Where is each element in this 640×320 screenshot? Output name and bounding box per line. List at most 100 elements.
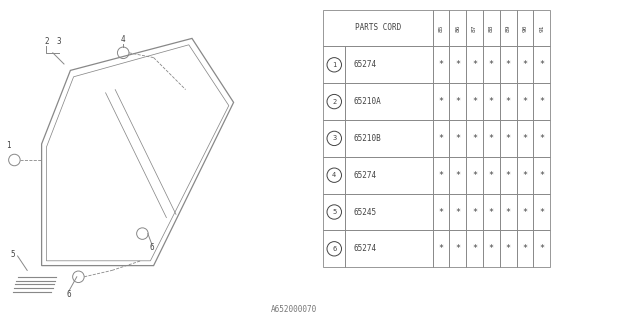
Bar (533, 230, 550, 267)
Bar (466, 46, 483, 83)
Text: 65274: 65274 (353, 60, 376, 69)
Text: *: * (455, 171, 460, 180)
Bar (433, 46, 449, 83)
Text: 65210A: 65210A (353, 97, 381, 106)
Bar (323, 46, 345, 83)
Bar (483, 120, 500, 157)
Bar (500, 83, 516, 120)
Text: *: * (489, 171, 494, 180)
Bar (449, 230, 466, 267)
Bar (483, 157, 500, 194)
Bar (483, 46, 500, 83)
Text: 2: 2 (332, 99, 337, 105)
Text: 1: 1 (6, 141, 10, 150)
Text: 3: 3 (57, 37, 61, 46)
Bar (516, 46, 533, 83)
Bar (533, 46, 550, 83)
Text: *: * (489, 207, 494, 217)
Text: *: * (540, 171, 544, 180)
Bar (483, 194, 500, 230)
Bar (500, 10, 516, 46)
Text: *: * (455, 60, 460, 69)
Text: 88: 88 (489, 24, 494, 32)
Bar (345, 46, 433, 83)
Bar (449, 157, 466, 194)
Text: 91: 91 (540, 24, 544, 32)
Text: 2: 2 (44, 37, 49, 46)
Bar (533, 157, 550, 194)
Bar (433, 120, 449, 157)
Bar (516, 194, 533, 230)
Bar (483, 83, 500, 120)
Text: *: * (472, 207, 477, 217)
Text: *: * (540, 60, 544, 69)
Text: A652000070: A652000070 (271, 305, 317, 314)
Bar (449, 120, 466, 157)
Bar (516, 10, 533, 46)
Text: *: * (455, 97, 460, 106)
Bar (323, 10, 433, 46)
Text: *: * (522, 171, 527, 180)
Bar (466, 83, 483, 120)
Text: 3: 3 (332, 135, 337, 141)
Text: 5: 5 (332, 209, 337, 215)
Text: 89: 89 (506, 24, 511, 32)
Bar (345, 120, 433, 157)
Text: *: * (438, 97, 444, 106)
Text: *: * (438, 60, 444, 69)
Text: 65274: 65274 (353, 244, 376, 253)
Bar (533, 120, 550, 157)
Bar (533, 194, 550, 230)
Text: 6: 6 (332, 246, 337, 252)
Text: *: * (540, 97, 544, 106)
Text: 5: 5 (10, 250, 15, 259)
Text: *: * (438, 244, 444, 253)
Text: *: * (438, 134, 444, 143)
Text: 85: 85 (438, 24, 444, 32)
Bar (533, 10, 550, 46)
Text: 4: 4 (332, 172, 337, 178)
Text: 6: 6 (150, 244, 154, 252)
Bar (516, 157, 533, 194)
Bar (433, 230, 449, 267)
Text: *: * (472, 134, 477, 143)
Text: *: * (489, 134, 494, 143)
Text: 6: 6 (67, 290, 71, 299)
Text: *: * (489, 97, 494, 106)
Text: 65274: 65274 (353, 171, 376, 180)
Text: *: * (472, 60, 477, 69)
Text: 87: 87 (472, 24, 477, 32)
Text: *: * (522, 244, 527, 253)
Text: *: * (438, 171, 444, 180)
Text: 4: 4 (121, 36, 125, 44)
Text: 65245: 65245 (353, 207, 376, 217)
Text: 1: 1 (332, 62, 337, 68)
Bar (483, 230, 500, 267)
Text: *: * (522, 134, 527, 143)
Bar (323, 83, 345, 120)
Text: *: * (438, 207, 444, 217)
Bar (533, 83, 550, 120)
Text: *: * (506, 97, 511, 106)
Text: *: * (472, 244, 477, 253)
Bar (323, 194, 345, 230)
Bar (466, 10, 483, 46)
Bar (433, 157, 449, 194)
Text: *: * (506, 244, 511, 253)
Bar (323, 230, 345, 267)
Bar (466, 230, 483, 267)
Text: 86: 86 (455, 24, 460, 32)
Bar (500, 194, 516, 230)
Bar (466, 194, 483, 230)
Text: 90: 90 (522, 24, 527, 32)
Bar (516, 83, 533, 120)
Text: *: * (472, 97, 477, 106)
Text: *: * (540, 134, 544, 143)
Bar (345, 194, 433, 230)
Bar (345, 83, 433, 120)
Text: *: * (489, 60, 494, 69)
Bar (516, 120, 533, 157)
Bar (500, 46, 516, 83)
Bar (449, 194, 466, 230)
Bar (433, 10, 449, 46)
